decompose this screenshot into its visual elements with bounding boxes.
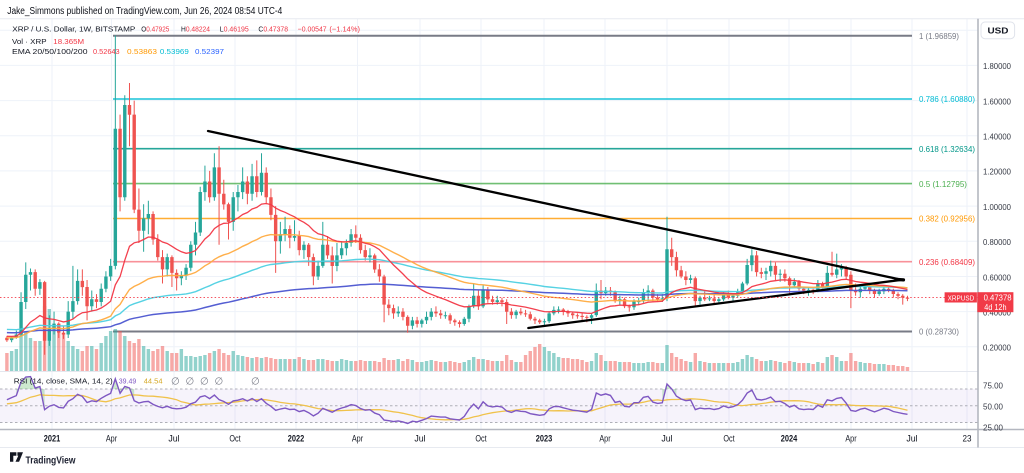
svg-text:1.00000: 1.00000 [983,202,1011,212]
svg-text:Jake_Simmons published on Trad: Jake_Simmons published on TradingView.co… [7,6,282,17]
svg-text:0.382 (0.92956): 0.382 (0.92956) [919,214,975,224]
svg-text:Apr: Apr [106,434,117,444]
svg-text:0.20000: 0.20000 [983,343,1011,353]
svg-text:0.60000: 0.60000 [983,272,1011,282]
svg-text:2021: 2021 [44,434,61,444]
svg-text:4d 12h: 4d 12h [984,303,1006,312]
svg-text:0.786 (1.60880): 0.786 (1.60880) [919,94,975,104]
svg-text:0.80000: 0.80000 [983,237,1011,247]
svg-text:2023: 2023 [536,434,553,444]
svg-text:Jul: Jul [168,434,179,444]
svg-text:1.80000: 1.80000 [983,61,1011,71]
svg-text:Jul: Jul [414,434,425,444]
svg-text:44.54: 44.54 [144,377,163,386]
svg-text:2022: 2022 [288,434,305,444]
svg-text:0.40000: 0.40000 [983,307,1011,317]
svg-text:1 (1.96859): 1 (1.96859) [919,31,959,41]
svg-text:50.00: 50.00 [983,402,1003,412]
svg-text:∅: ∅ [200,376,209,387]
svg-text:−0.00547: −0.00547 [298,25,327,34]
svg-text:0.47378: 0.47378 [984,293,1012,303]
svg-text:0.618 (1.32634): 0.618 (1.32634) [919,144,975,154]
svg-text:C0.47378: C0.47378 [258,25,288,34]
svg-text:0.52643: 0.52643 [93,47,120,56]
svg-text:Oct: Oct [229,434,241,444]
svg-text:XRP / U.S. Dollar, 1W, BITSTAM: XRP / U.S. Dollar, 1W, BITSTAMP [12,25,135,34]
svg-text:TradingView: TradingView [26,454,77,466]
svg-text:XRPUSD: XRPUSD [948,293,975,302]
svg-text:Vol · XRP: Vol · XRP [12,37,47,46]
svg-text:75.00: 75.00 [983,381,1003,391]
svg-text:1.60000: 1.60000 [983,96,1011,106]
svg-text:∅: ∅ [171,376,180,387]
svg-text:∅: ∅ [186,376,195,387]
svg-text:25.00: 25.00 [983,423,1003,433]
svg-text:Oct: Oct [723,434,735,444]
svg-text:18.365M: 18.365M [53,37,84,46]
svg-text:Jul: Jul [906,434,917,444]
svg-text:L0.46195: L0.46195 [220,25,249,34]
svg-text:Apr: Apr [352,434,363,444]
svg-text:1.40000: 1.40000 [983,132,1011,142]
svg-text:0.52397: 0.52397 [195,47,224,56]
svg-text:0.5 (1.12795): 0.5 (1.12795) [919,179,967,189]
svg-text:1.20000: 1.20000 [983,167,1011,177]
svg-text:23: 23 [963,434,972,444]
svg-text:(−1.14%): (−1.14%) [329,25,360,34]
svg-text:H0.48224: H0.48224 [181,25,210,34]
svg-text:Jul: Jul [661,434,672,444]
svg-text:∅: ∅ [251,376,260,387]
svg-text:∅: ∅ [215,376,224,387]
svg-text:39.49: 39.49 [119,377,137,386]
svg-text:EMA 20/50/100/200: EMA 20/50/100/200 [12,47,88,56]
svg-text:0.236 (0.68409): 0.236 (0.68409) [919,257,975,267]
svg-text:0.53969: 0.53969 [160,47,189,56]
svg-text:RSI (14, close, SMA, 14, 2): RSI (14, close, SMA, 14, 2) [14,377,114,386]
svg-text:USD: USD [988,25,1009,35]
svg-text:0.53863: 0.53863 [127,47,157,56]
svg-text:2024: 2024 [781,434,798,444]
svg-text:Apr: Apr [845,434,856,444]
svg-text:Oct: Oct [475,434,487,444]
svg-text:O0.47925: O0.47925 [141,25,169,34]
svg-text:Apr: Apr [599,434,610,444]
svg-text:0 (0.28730): 0 (0.28730) [919,327,959,337]
